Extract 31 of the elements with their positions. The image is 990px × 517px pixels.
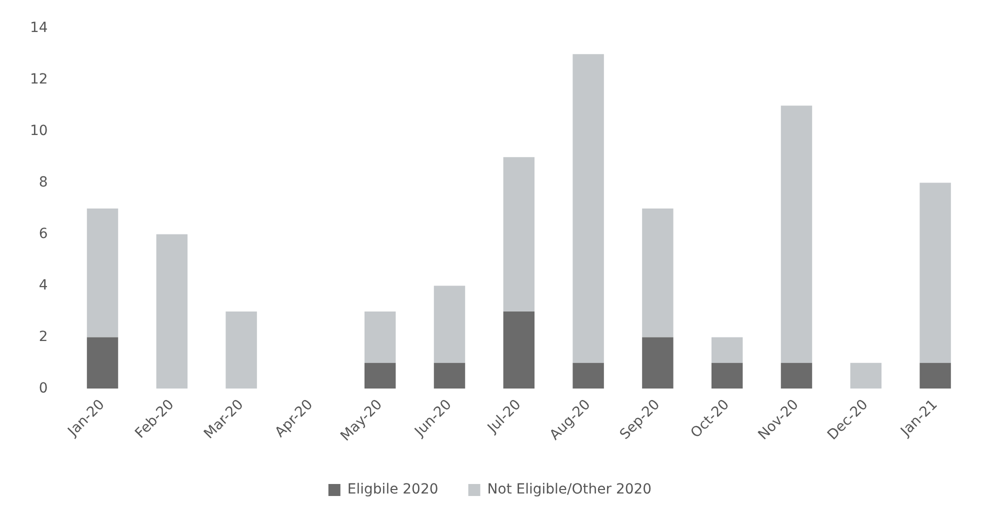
y-tick-label: 2 bbox=[38, 328, 48, 345]
bar bbox=[642, 337, 674, 389]
bar bbox=[434, 286, 466, 363]
y-tick-label: 0 bbox=[38, 380, 48, 396]
bar bbox=[642, 208, 674, 338]
bar bbox=[780, 362, 812, 389]
bar bbox=[780, 106, 812, 363]
legend-label: Eligbile 2020 bbox=[347, 482, 438, 498]
y-tick-label: 6 bbox=[38, 226, 48, 242]
bar bbox=[156, 234, 188, 389]
y-tick-label: 10 bbox=[30, 122, 48, 139]
bar bbox=[86, 208, 118, 338]
bar bbox=[86, 337, 118, 389]
y-tick-label: 12 bbox=[30, 72, 48, 88]
bar bbox=[503, 157, 535, 312]
bar bbox=[364, 311, 396, 363]
bar bbox=[572, 54, 604, 363]
y-tick-label: 4 bbox=[38, 277, 48, 294]
bar bbox=[503, 311, 535, 389]
bar bbox=[711, 362, 743, 389]
bar bbox=[920, 182, 951, 363]
bar bbox=[711, 337, 743, 363]
legend-label: Not Eligible/Other 2020 bbox=[487, 482, 652, 498]
bar bbox=[850, 362, 882, 389]
bar bbox=[226, 311, 257, 389]
bar bbox=[434, 362, 466, 389]
bar bbox=[364, 362, 396, 389]
y-tick-label: 8 bbox=[38, 174, 48, 190]
y-tick-label: 14 bbox=[30, 20, 48, 36]
bar bbox=[920, 362, 951, 389]
bar bbox=[572, 362, 604, 389]
